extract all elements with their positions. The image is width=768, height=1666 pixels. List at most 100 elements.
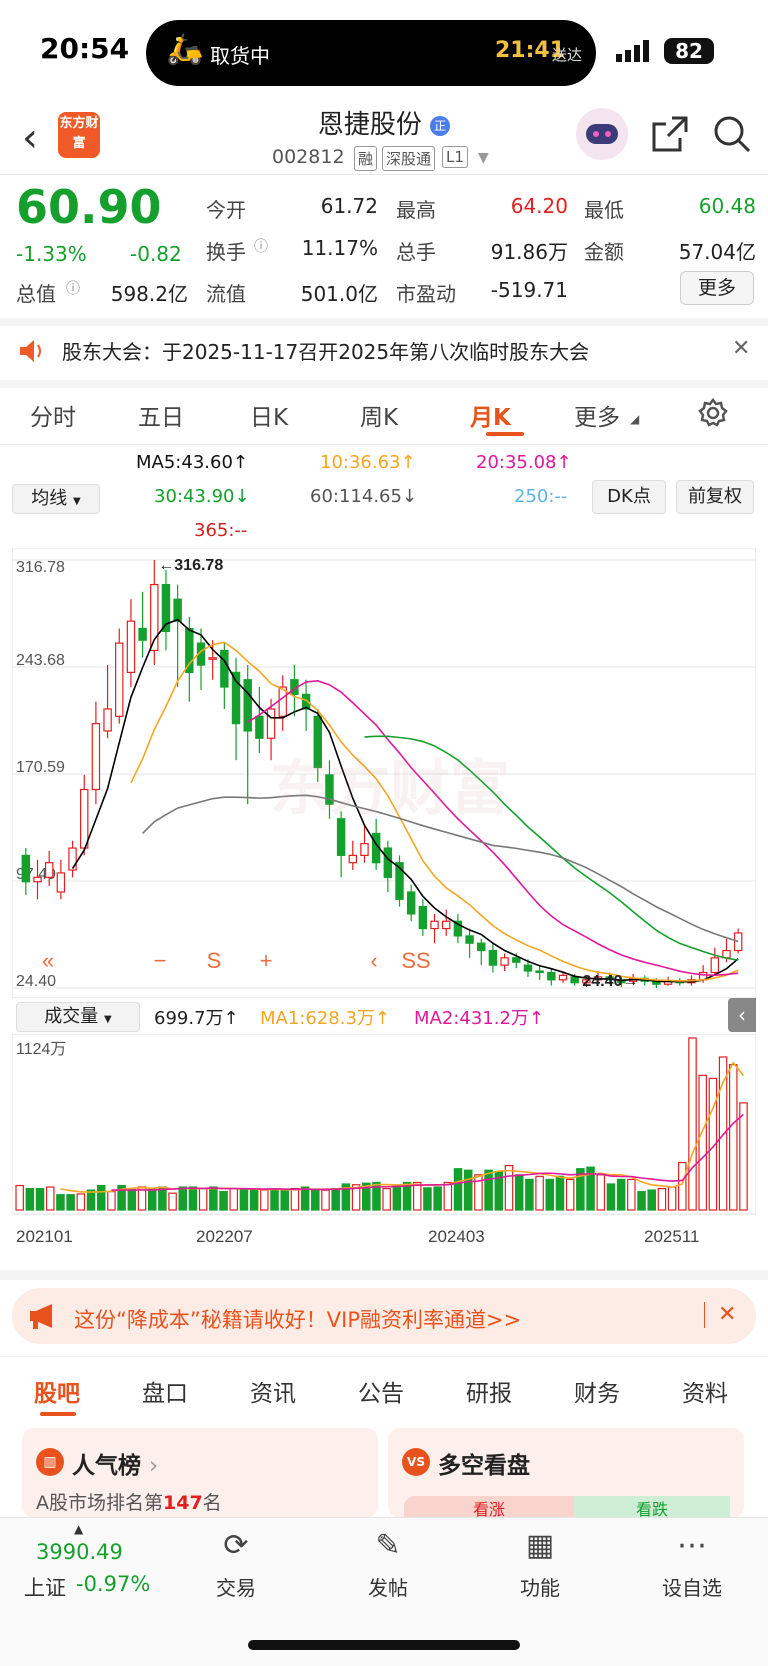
ad-divider bbox=[704, 1302, 705, 1328]
tab-announcements[interactable]: 公告 bbox=[358, 1381, 404, 1407]
tab-finance[interactable]: 财务 bbox=[574, 1381, 620, 1407]
info-icon[interactable]: ⓘ bbox=[66, 281, 80, 297]
close-icon[interactable]: ✕ bbox=[718, 1302, 737, 1327]
adjust-button[interactable]: 前复权 bbox=[676, 480, 754, 514]
tab-orderbook[interactable]: 盘口 bbox=[142, 1381, 188, 1407]
volume-bar bbox=[188, 1186, 198, 1211]
stock-badge: 正 bbox=[430, 115, 451, 136]
volume-bar bbox=[545, 1178, 555, 1211]
volume-top-tick: 1124万 bbox=[16, 1041, 66, 1058]
candle-body bbox=[512, 957, 521, 963]
volume-bar bbox=[647, 1189, 656, 1211]
volume-bar bbox=[484, 1169, 493, 1211]
candle-body bbox=[278, 686, 287, 717]
x-tick-label: 202511 bbox=[644, 1227, 699, 1246]
nav-trade[interactable]: 交易 bbox=[216, 1576, 256, 1600]
low-label: 最低 bbox=[584, 198, 624, 222]
yuan-exchange-icon[interactable]: ⟳ bbox=[223, 1528, 249, 1563]
volume-bar bbox=[739, 1102, 748, 1211]
candle-body bbox=[21, 854, 31, 883]
tab-news[interactable]: 资讯 bbox=[250, 1381, 296, 1407]
chart-toolbar-button[interactable]: « bbox=[42, 948, 54, 973]
bear-button[interactable]: 看跌 bbox=[574, 1496, 730, 1519]
volume-indicator-select[interactable]: 成交量 ▼ bbox=[16, 1002, 140, 1032]
tab-more[interactable]: 更多 bbox=[574, 405, 620, 431]
popularity-card[interactable] bbox=[22, 1428, 378, 1518]
indicator-select[interactable]: 均线 ▼ bbox=[12, 484, 100, 514]
candle-body bbox=[488, 949, 498, 966]
volume-chart[interactable]: 1124万 202101 202207 202403 202511 bbox=[12, 1034, 756, 1256]
island-sub: 送达 bbox=[552, 46, 583, 64]
volume-bar bbox=[627, 1178, 636, 1211]
more-button[interactable]: 更多 bbox=[680, 271, 754, 305]
dk-point-button[interactable]: DK点 bbox=[592, 480, 666, 514]
tab-profile[interactable]: 资料 bbox=[682, 1381, 728, 1407]
volume-bar bbox=[637, 1191, 646, 1211]
index-name[interactable]: 上证 bbox=[24, 1576, 66, 1600]
volume-ma2-line bbox=[111, 1113, 745, 1191]
search-icon[interactable] bbox=[712, 114, 752, 158]
candle-body bbox=[126, 620, 136, 673]
candle-body bbox=[523, 964, 533, 972]
candle-body bbox=[395, 862, 404, 900]
collapse-panel-icon[interactable]: ‹ bbox=[728, 998, 756, 1032]
chart-toolbar-button[interactable]: + bbox=[260, 948, 273, 973]
ma-line-ma5 bbox=[71, 618, 739, 983]
bull-button[interactable]: 看涨 bbox=[404, 1496, 574, 1519]
ma10-value: 10:36.63↑ bbox=[320, 452, 416, 473]
volume-bar bbox=[45, 1186, 55, 1211]
tab-five-day[interactable]: 五日 bbox=[138, 405, 184, 431]
status-time: 20:54 bbox=[40, 32, 130, 65]
close-icon[interactable]: ✕ bbox=[732, 336, 751, 361]
island-time: 21:41 bbox=[495, 38, 566, 63]
candle-body bbox=[477, 942, 486, 952]
index-change[interactable]: -0.97% bbox=[76, 1572, 151, 1596]
gear-icon[interactable] bbox=[698, 397, 728, 432]
grid-icon[interactable]: ▦ bbox=[525, 1528, 555, 1563]
volume-bar bbox=[260, 1189, 269, 1211]
volume-bar bbox=[147, 1187, 157, 1211]
ad-text[interactable]: 这份“降成本”秘籍请收好！VIP融资利率通道>> bbox=[74, 1308, 522, 1332]
notice-text[interactable]: 股东大会：于2025-11-17召开2025年第八次临时股东大会 bbox=[62, 340, 590, 364]
info-icon[interactable]: ⓘ bbox=[254, 239, 268, 255]
volume-bar bbox=[168, 1192, 177, 1211]
volume-bar bbox=[402, 1181, 412, 1211]
ad-banner[interactable] bbox=[12, 1288, 756, 1344]
change-value: -0.82 bbox=[130, 242, 182, 266]
amount-label: 金额 bbox=[584, 240, 624, 264]
low-marker-label: 24.40→ bbox=[582, 973, 638, 990]
nav-functions[interactable]: 功能 bbox=[520, 1576, 560, 1600]
volume-bar bbox=[362, 1182, 371, 1211]
ma250-value: 250:-- bbox=[514, 486, 568, 507]
tab-monthly-k[interactable]: 月K bbox=[470, 405, 511, 431]
volume-bar bbox=[616, 1178, 626, 1211]
high-value: 64.20 bbox=[510, 194, 568, 218]
volume-bar bbox=[178, 1186, 188, 1211]
tab-daily-k[interactable]: 日K bbox=[250, 405, 289, 431]
kline-chart[interactable]: 316.78243.68170.5997.4924.40←316.7824.40… bbox=[12, 548, 756, 998]
candle-body bbox=[231, 671, 241, 725]
share-icon[interactable] bbox=[650, 114, 690, 158]
dynamic-island[interactable] bbox=[146, 20, 596, 86]
chevron-down-icon[interactable]: ▼ bbox=[478, 150, 489, 166]
more-dots-icon[interactable]: ⋯ bbox=[677, 1528, 707, 1563]
tab-intraday[interactable]: 分时 bbox=[30, 405, 76, 431]
stock-name: 恩捷股份 正 bbox=[0, 104, 768, 141]
tag-level: L1 bbox=[442, 146, 468, 168]
chart-toolbar-button[interactable]: S bbox=[207, 948, 222, 973]
index-value[interactable]: 3990.49 bbox=[36, 1540, 123, 1564]
chart-toolbar-button[interactable]: ‹ bbox=[370, 948, 377, 973]
chart-toolbar-button[interactable]: − bbox=[154, 948, 167, 973]
tab-research[interactable]: 研报 bbox=[466, 1381, 512, 1407]
assistant-avatar[interactable] bbox=[576, 108, 628, 160]
tab-weekly-k[interactable]: 周K bbox=[360, 405, 399, 431]
nav-post[interactable]: 发帖 bbox=[368, 1576, 408, 1600]
tab-forum[interactable]: 股吧 bbox=[34, 1381, 80, 1407]
x-tick-label: 202207 bbox=[196, 1227, 253, 1246]
ma20-value: 20:35.08↑ bbox=[476, 452, 572, 473]
back-button[interactable]: ‹ bbox=[22, 115, 38, 161]
nav-watchlist[interactable]: 设自选 bbox=[662, 1576, 722, 1600]
edit-icon[interactable]: ✎ bbox=[375, 1528, 401, 1563]
volume-bar bbox=[351, 1184, 361, 1211]
chart-toolbar-button[interactable]: SS bbox=[401, 948, 430, 973]
